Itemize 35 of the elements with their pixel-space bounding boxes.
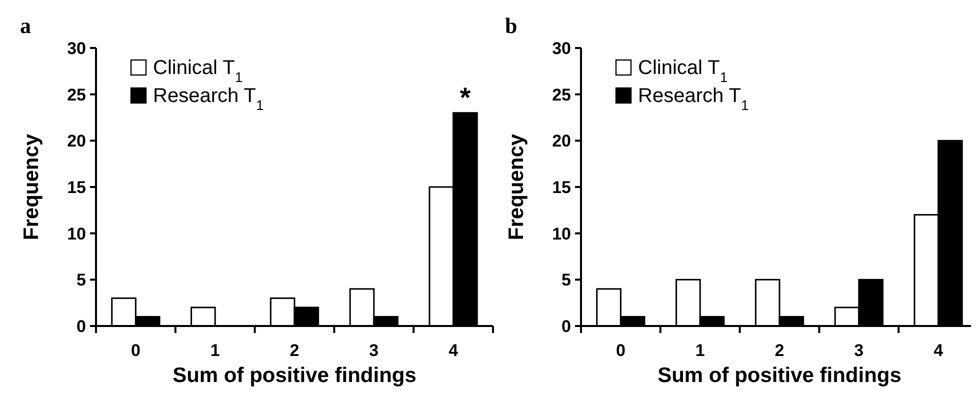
x-tick-label: 0 <box>130 341 140 360</box>
x-tick-label: 1 <box>695 341 705 360</box>
legend-label: Clinical T$_{1}$ <box>638 57 728 85</box>
y-tick-label: 15 <box>67 178 86 197</box>
y-tick-label: 30 <box>67 38 86 58</box>
chart-title: a <box>20 13 31 38</box>
y-axis-title: Frequency <box>505 134 528 240</box>
annotation: * <box>460 82 471 113</box>
y-tick-label: 10 <box>552 224 571 244</box>
x-tick-label: 4 <box>448 341 459 360</box>
chart-title: b <box>505 13 518 38</box>
x-tick-label: 3 <box>854 341 864 360</box>
x-tick-label: 1 <box>210 341 220 360</box>
x-tick-label: 4 <box>934 341 944 360</box>
y-tick-label: 15 <box>552 178 571 197</box>
x-axis-title: Sum of positive findings <box>172 364 416 387</box>
y-tick-label: 20 <box>67 132 86 151</box>
x-tick-label: 2 <box>290 341 300 360</box>
y-tick-label: 25 <box>552 85 571 104</box>
legend-label: Research T$_{1}$ <box>638 85 750 113</box>
y-tick-label: 0 <box>562 316 571 336</box>
y-axis-title: Frequency <box>20 134 43 240</box>
y-tick-label: 10 <box>67 224 86 244</box>
y-tick-label: 30 <box>552 38 571 58</box>
x-tick-label: 3 <box>369 341 379 360</box>
y-tick-label: 0 <box>76 316 86 336</box>
y-tick-label: 5 <box>76 270 86 290</box>
x-axis-title: Sum of positive findings <box>658 364 902 387</box>
legend-label: Research T$_{1}$ <box>153 85 264 113</box>
x-tick-label: 0 <box>616 341 626 360</box>
legend-label: Clinical T$_{1}$ <box>153 57 243 85</box>
y-tick-label: 5 <box>562 270 571 290</box>
y-tick-label: 20 <box>552 132 571 151</box>
y-tick-label: 25 <box>67 85 86 104</box>
x-tick-label: 2 <box>774 341 784 360</box>
